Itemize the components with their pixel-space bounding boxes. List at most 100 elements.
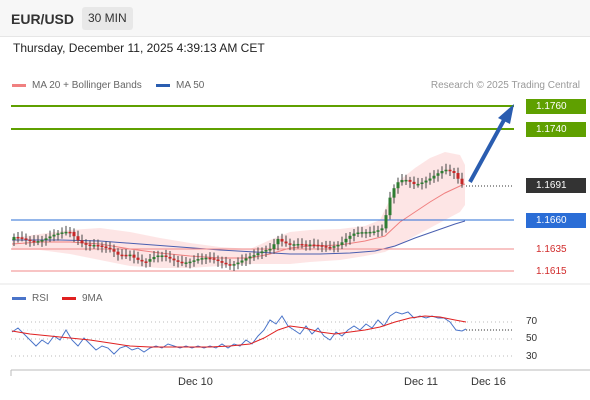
candle-body (308, 244, 312, 247)
9ma-swatch (62, 296, 76, 300)
ma50-swatch (156, 83, 170, 87)
candle-body (436, 173, 440, 176)
candle-body (424, 180, 428, 183)
candle-body (292, 244, 296, 246)
candle-body (48, 236, 52, 239)
candle-body (208, 257, 212, 260)
price-label-1660: 1.1660 (526, 213, 586, 228)
candle-body (32, 240, 36, 243)
legend-9ma: 9MA (62, 293, 103, 304)
candle-body (132, 254, 136, 258)
candle-body (24, 238, 28, 240)
timeframe-badge[interactable]: 30 MIN (82, 7, 133, 30)
candle-body (72, 231, 76, 237)
candle-body (160, 255, 164, 258)
price-label-1760: 1.1760 (526, 99, 586, 114)
candle-body (252, 255, 256, 257)
candle-body (112, 249, 116, 252)
candle-body (372, 231, 376, 233)
candle-body (352, 233, 356, 236)
rsi-label: RSI (32, 293, 49, 304)
candle-body (448, 169, 452, 172)
candle-body (248, 256, 252, 259)
candle-body (320, 245, 324, 247)
candle-body (60, 232, 64, 234)
candle-body (384, 215, 388, 229)
legend-ma20: MA 20 + Bollinger Bands (12, 80, 142, 91)
candle-body (376, 230, 380, 232)
candle-body (100, 245, 104, 248)
candle-body (452, 171, 456, 174)
candle-body (332, 246, 336, 248)
candle-body (196, 259, 200, 261)
candle-body (232, 264, 236, 266)
forecast-arrow-shaft (468, 119, 506, 183)
candle-body (444, 169, 448, 172)
x-label-dec11: Dec 11 (404, 376, 439, 388)
candle-body (284, 241, 288, 244)
candle-body (312, 244, 316, 247)
candle-body (92, 244, 96, 247)
candle-body (192, 260, 196, 262)
rsi-tick-50: 50 (526, 333, 538, 344)
candle-body (56, 233, 60, 235)
candle-body (432, 175, 436, 179)
candle-body (396, 182, 400, 189)
candle-body (224, 262, 228, 265)
candle-body (416, 183, 420, 186)
rsi-swatch (12, 296, 26, 300)
candle-body (456, 173, 460, 179)
candle-body (380, 228, 384, 231)
candle-body (264, 250, 268, 252)
candle-body (220, 261, 224, 263)
candle-body (316, 244, 320, 247)
candle-body (276, 238, 280, 245)
candle-body (168, 256, 172, 259)
candle-body (148, 259, 152, 262)
rsi-line (11, 311, 467, 355)
candle-body (412, 181, 416, 185)
candle-body (172, 258, 176, 261)
candle-body (392, 188, 396, 198)
bollinger-band (12, 152, 465, 268)
price-label-1740: 1.1740 (526, 122, 586, 137)
candle-body (136, 257, 140, 260)
ma50-line (12, 220, 466, 255)
candle-body (180, 261, 184, 264)
candle-body (36, 241, 40, 243)
candlesticks (12, 163, 464, 271)
timestamp: Thursday, December 11, 2025 4:39:13 AM C… (13, 41, 265, 55)
rsi-9ma-line (11, 315, 467, 348)
candle-body (324, 246, 328, 248)
candle-body (76, 236, 80, 241)
candle-body (200, 258, 204, 260)
candle-body (328, 246, 332, 249)
x-label-dec16: Dec 16 (471, 376, 506, 388)
rsi-tick-30: 30 (526, 351, 538, 362)
credit-text: Research © 2025 Trading Central (430, 80, 580, 91)
header-bar: EUR/USD 30 MIN (0, 0, 590, 37)
candle-body (88, 244, 92, 247)
9ma-label: 9MA (82, 293, 103, 304)
candle-body (288, 243, 292, 245)
candle-body (124, 254, 128, 257)
candle-body (188, 261, 192, 264)
candle-body (260, 251, 264, 254)
candle-body (340, 242, 344, 245)
candle-body (96, 244, 100, 247)
candle-body (204, 257, 208, 260)
currency-pair-title: EUR/USD (11, 11, 75, 27)
rsi-tick-70: 70 (526, 316, 538, 327)
candle-body (212, 258, 216, 260)
ma20-swatch (12, 83, 26, 87)
x-label-dec10: Dec 10 (178, 376, 213, 388)
candle-body (348, 235, 352, 239)
candle-body (52, 234, 56, 237)
candle-body (300, 243, 304, 246)
candle-body (272, 244, 276, 249)
candle-body (20, 237, 24, 239)
candle-body (216, 259, 220, 262)
candle-body (116, 251, 120, 255)
candle-body (104, 246, 108, 248)
